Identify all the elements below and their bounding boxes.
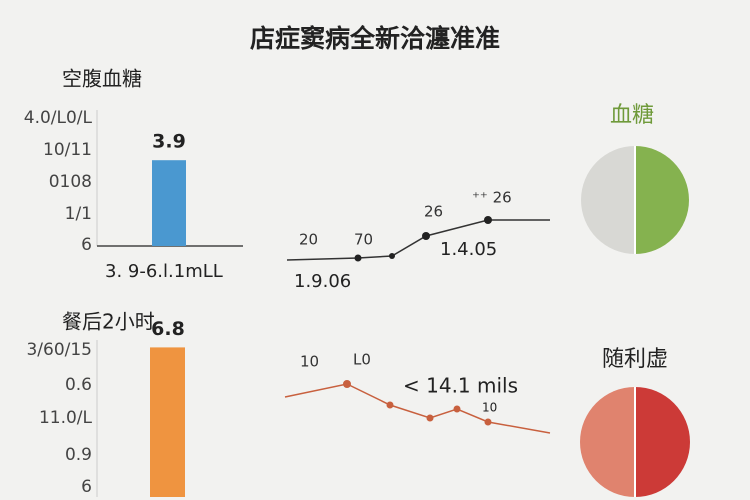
trend-points (343, 380, 492, 426)
trend-label: 10 (482, 401, 497, 415)
panel-label: 空腹血糖 (62, 67, 142, 91)
axis-label: 3/60/15 (26, 340, 92, 360)
caption: 3. 9-6.l.1mLL (105, 261, 223, 282)
axis-label: 10/11 (43, 140, 92, 160)
bar (150, 347, 185, 497)
axis-label: 0.6 (65, 375, 92, 395)
trend-label: ⁺⁺ 26 (472, 189, 512, 207)
pie-slice (581, 146, 635, 254)
trend-label: 1.9.06 (294, 271, 351, 292)
trend-label: 20 (299, 231, 318, 249)
panel-label: 餐后2小时 (62, 310, 155, 334)
trend-points (354, 216, 492, 262)
bar (152, 160, 186, 246)
trend-label: L0 (353, 351, 371, 369)
axis-label: 1/1 (65, 204, 92, 224)
pie-label: 随利虚 (602, 347, 668, 372)
trend-label: 26 (424, 203, 443, 221)
page-title: 店症窦病全新洽瀍准准 (250, 24, 500, 53)
axis-label: 6 (81, 235, 92, 255)
axis-label: 0.9 (65, 445, 92, 465)
trend-label: 1.4.05 (440, 239, 497, 260)
axis-label: 6 (81, 477, 92, 497)
trend-line (286, 219, 550, 261)
trend-label: 10 (300, 353, 319, 371)
trend-label: < 14.1 mils (403, 374, 518, 398)
pie-label: 血糖 (610, 103, 654, 128)
axis-label: 0108 (49, 172, 92, 192)
bar-label: 3.9 (152, 131, 186, 153)
pie-slice (635, 146, 689, 254)
trend-label: 70 (354, 231, 373, 249)
pie-slice (580, 387, 635, 497)
axis-label: 11.0/L (39, 408, 93, 428)
axis-label: 4.0/L0/L (24, 108, 93, 128)
bar-label: 6.8 (151, 318, 185, 340)
pie-slice (635, 387, 690, 497)
